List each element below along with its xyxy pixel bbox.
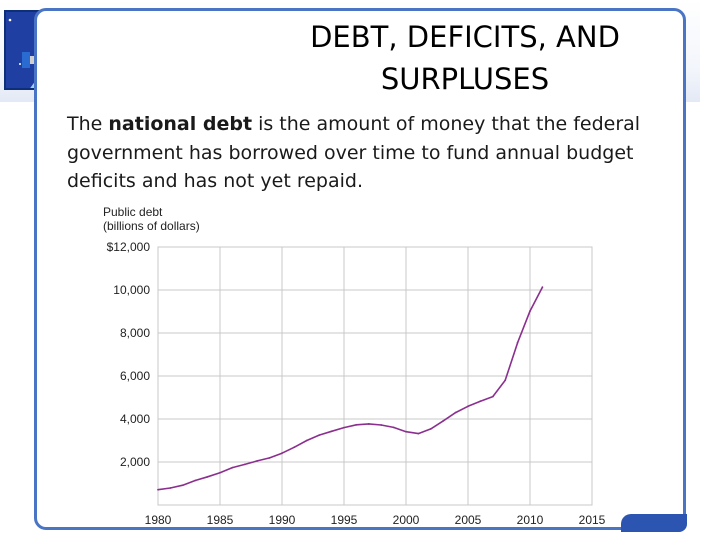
data-point-2007: [491, 395, 494, 398]
data-point-2008: [504, 379, 507, 382]
y-tick-label-1: 10,000: [113, 283, 150, 297]
data-point-2004: [454, 411, 457, 414]
x-tick-label-0: 1980: [145, 513, 172, 527]
x-tick-label-4: 2000: [393, 513, 420, 527]
title-line-2: SURPLUSES: [380, 62, 550, 96]
data-point-1988: [256, 460, 259, 462]
series-layer: [157, 286, 544, 491]
grid-layer: [157, 246, 593, 506]
debt-series-line: [157, 286, 544, 491]
y-tick-label-0: $12,000: [107, 240, 151, 254]
x-tick-label-7: 2015: [579, 513, 606, 527]
data-point-1998: [380, 424, 383, 426]
data-point-2003: [442, 420, 445, 422]
data-point-2009: [516, 341, 519, 344]
data-point-2005: [467, 405, 469, 408]
chart-subtitle: (billions of dollars): [103, 219, 200, 233]
data-point-2000: [405, 430, 407, 433]
data-point-1996: [355, 423, 358, 426]
data-point-1999: [392, 426, 395, 429]
data-point-2001: [417, 432, 420, 435]
data-point-1991: [293, 446, 296, 449]
body-paragraph: The national debt is the amount of money…: [67, 110, 667, 196]
data-point-1981: [169, 487, 172, 489]
data-point-2006: [479, 400, 482, 403]
data-point-1989: [268, 457, 271, 459]
x-tick-label-2: 1990: [269, 513, 296, 527]
data-point-1987: [243, 463, 246, 466]
data-point-2002: [429, 427, 432, 430]
y-tick-label-2: 8,000: [120, 326, 150, 340]
data-point-1982: [181, 484, 184, 487]
data-point-1986: [231, 466, 234, 469]
x-tick-label-6: 2010: [517, 513, 544, 527]
slide-frame: [34, 8, 686, 530]
y-tick-label-5: 2,000: [120, 455, 150, 469]
data-point-1994: [330, 430, 333, 433]
body-suffix: is the amount of money that the federal …: [67, 113, 641, 192]
data-point-1983: [194, 479, 197, 482]
chart-title: Public debt: [103, 205, 163, 219]
title-line-1: DEBT, DEFICITS, AND: [310, 20, 620, 54]
body-prefix: The: [67, 113, 109, 135]
debt-chart: Public debt (billions of dollars) 1980 19…: [95, 198, 625, 528]
chart-svg: Public debt (billions of dollars) 1980 19…: [103, 205, 606, 527]
data-point-2011: [541, 286, 544, 289]
data-point-1997: [367, 423, 370, 425]
slide-title: DEBT, DEFICITS, AND SURPLUSES: [300, 16, 630, 100]
x-tick-label-3: 1995: [331, 513, 358, 527]
y-tick-label-4: 4,000: [120, 412, 150, 426]
data-point-1980: [157, 488, 159, 491]
data-point-2010: [529, 310, 531, 312]
data-point-1984: [206, 475, 209, 478]
tick-label-layer: 1980 1985 1990 1995 2000 2005 2010 2015 $12,000 1…: [107, 240, 606, 527]
data-point-1995: [343, 426, 345, 429]
y-tick-label-3: 6,000: [120, 369, 150, 383]
data-point-1990: [281, 452, 283, 455]
data-point-1992: [305, 439, 308, 442]
corner-tab: [621, 514, 687, 532]
x-tick-label-1: 1985: [207, 513, 234, 527]
data-point-1985: [219, 471, 221, 474]
x-tick-label-5: 2005: [455, 513, 482, 527]
body-bold-term: national debt: [108, 113, 253, 135]
data-point-1993: [318, 434, 321, 437]
